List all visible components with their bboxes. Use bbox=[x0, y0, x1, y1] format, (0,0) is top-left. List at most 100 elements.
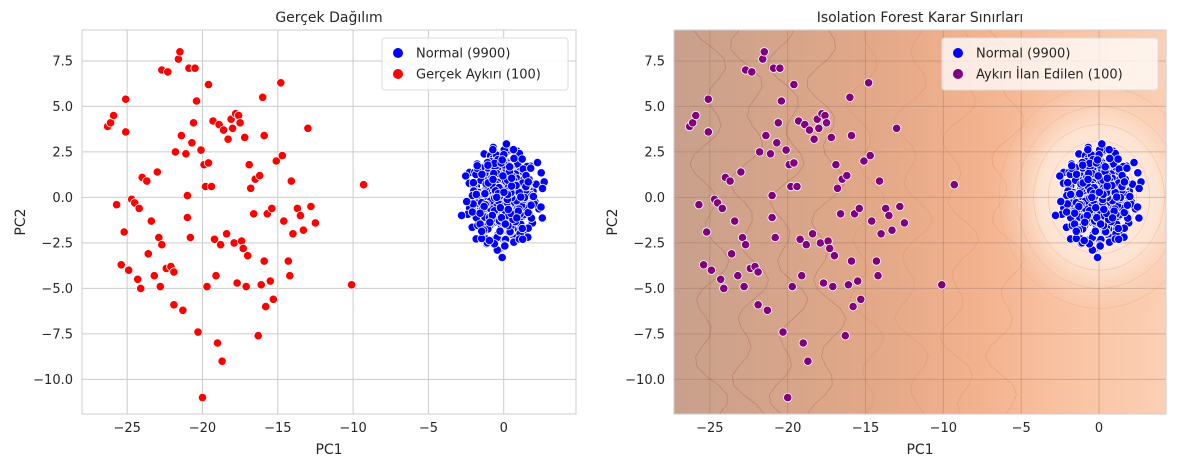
outlier-point bbox=[762, 305, 773, 315]
normal-point bbox=[461, 171, 471, 181]
y-tick-label: −2.5 bbox=[41, 236, 73, 251]
outlier-point bbox=[846, 256, 857, 266]
outlier-point bbox=[175, 47, 185, 57]
normal-point bbox=[497, 252, 507, 263]
outlier-point bbox=[187, 138, 197, 148]
outlier-point bbox=[295, 211, 305, 221]
outlier-point bbox=[203, 158, 214, 168]
normal-point bbox=[1071, 226, 1081, 236]
outlier-point bbox=[346, 280, 357, 290]
outlier-point bbox=[842, 171, 852, 181]
outlier-point bbox=[717, 203, 727, 213]
outlier-point bbox=[703, 94, 713, 104]
x-tick-label: −25 bbox=[696, 421, 723, 436]
outlier-point bbox=[759, 47, 769, 57]
legend-box bbox=[941, 37, 1159, 91]
outlier-point bbox=[188, 118, 199, 128]
outlier-point bbox=[121, 127, 131, 137]
outlier-point bbox=[770, 232, 780, 243]
outlier-point bbox=[283, 256, 293, 266]
outlier-point bbox=[191, 96, 202, 106]
y-tick-label: −10.0 bbox=[625, 373, 665, 388]
y-axis-label: PC2 bbox=[605, 208, 621, 235]
contour-line bbox=[894, 30, 933, 414]
normal-point bbox=[506, 181, 517, 191]
outlier-point bbox=[182, 212, 192, 223]
outlier-point bbox=[219, 125, 229, 135]
outlier-point bbox=[240, 132, 250, 142]
normal-point bbox=[536, 168, 546, 178]
legend-label: Aykırı İlan Edilen (100) bbox=[976, 67, 1123, 83]
outlier-point bbox=[691, 110, 701, 121]
outlier-point bbox=[871, 256, 882, 266]
tick-labels: −25 −20 −15 −10 −5 0 7.5 5.0 2.5 0.0 −2.5 −5.0 −7.5 −… bbox=[33, 54, 508, 436]
normal-point bbox=[1074, 202, 1084, 212]
normal-point bbox=[508, 145, 519, 155]
outlier-point bbox=[216, 240, 226, 250]
outlier-point bbox=[163, 67, 173, 77]
outlier-point bbox=[859, 156, 869, 166]
normal-point bbox=[1090, 226, 1100, 236]
normal-point bbox=[477, 169, 487, 179]
outlier-point bbox=[310, 218, 320, 228]
outlier-point bbox=[840, 331, 850, 341]
outlier-point bbox=[212, 338, 223, 348]
normal-point bbox=[1122, 200, 1133, 210]
outlier-point bbox=[747, 67, 757, 77]
outlier-point bbox=[152, 167, 162, 177]
chart-title: Gerçek Dağılım bbox=[275, 10, 382, 26]
outlier-point bbox=[856, 294, 866, 304]
normal-point bbox=[500, 219, 510, 229]
normal-point bbox=[1092, 155, 1103, 165]
outlier-point bbox=[807, 229, 818, 239]
outlier-point bbox=[865, 151, 875, 161]
outlier-point bbox=[789, 158, 799, 168]
outlier-point bbox=[259, 131, 269, 141]
legend-marker bbox=[393, 48, 403, 58]
outlier-point bbox=[249, 209, 259, 219]
normal-point bbox=[536, 202, 546, 212]
outlier-point bbox=[719, 283, 729, 293]
legend: Normal (9900) Aykırı İlan Edilen (100) bbox=[941, 37, 1159, 91]
normal-point bbox=[1122, 163, 1132, 173]
outlier-point bbox=[778, 327, 788, 337]
normal-point bbox=[1071, 169, 1082, 179]
outlier-point bbox=[815, 238, 826, 248]
outlier-point bbox=[825, 243, 835, 253]
outlier-point bbox=[730, 216, 740, 226]
legend-marker bbox=[953, 48, 963, 58]
normal-point bbox=[1105, 153, 1115, 163]
normal-point bbox=[480, 189, 490, 199]
outlier-point bbox=[112, 200, 122, 210]
normal-point bbox=[500, 241, 510, 251]
outlier-point bbox=[809, 134, 819, 144]
normal-point bbox=[505, 162, 515, 172]
y-tick-label: 5.0 bbox=[52, 100, 73, 115]
y-tick-label: −2.5 bbox=[633, 236, 665, 251]
outlier-point bbox=[258, 92, 268, 102]
normal-point bbox=[537, 183, 548, 193]
normal-point bbox=[492, 192, 502, 202]
normal-point bbox=[517, 223, 527, 234]
normal-point bbox=[456, 210, 467, 220]
x-axis-label: PC1 bbox=[315, 442, 342, 458]
normal-point bbox=[518, 234, 528, 244]
outlier-point bbox=[243, 251, 253, 261]
outlier-point bbox=[754, 147, 765, 157]
normal-point bbox=[1070, 208, 1080, 218]
y-tick-label: 7.5 bbox=[52, 54, 73, 69]
outlier-point bbox=[706, 265, 717, 275]
normal-point bbox=[1078, 160, 1088, 170]
outlier-point bbox=[937, 280, 947, 290]
normal-point bbox=[1099, 204, 1109, 214]
outlier-point bbox=[891, 123, 902, 133]
normal-point bbox=[1114, 234, 1124, 244]
outlier-point bbox=[776, 96, 787, 106]
outlier-point bbox=[798, 338, 808, 348]
x-tick-label: 0 bbox=[500, 421, 508, 436]
normal-point bbox=[1113, 223, 1123, 234]
legend-label: Gerçek Aykırı (100) bbox=[416, 68, 541, 83]
outlier-point bbox=[241, 281, 251, 292]
x-tick-label: −5 bbox=[1012, 421, 1031, 436]
contour-line bbox=[939, 30, 979, 414]
